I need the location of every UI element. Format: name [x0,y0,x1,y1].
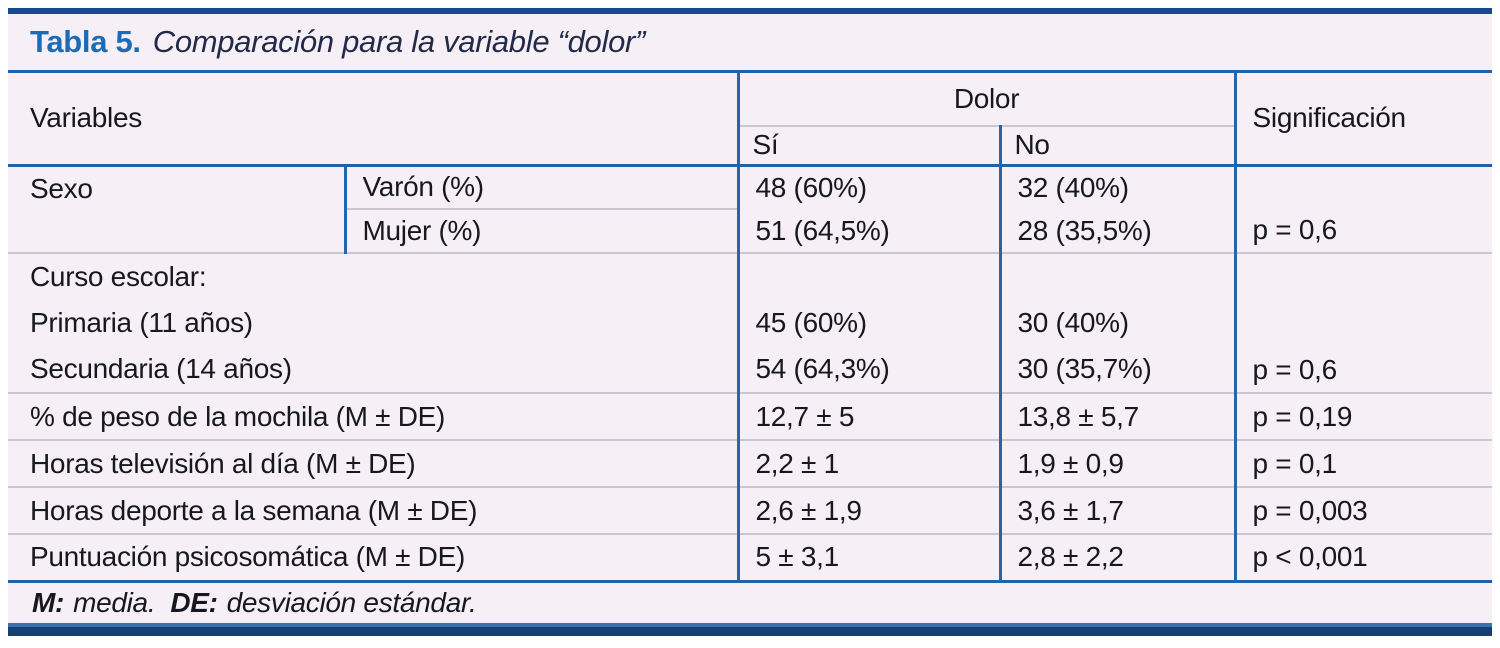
cell-mujer-no: 28 (35,5%) [998,209,1236,253]
cell-mochila-si: 12,7 ± 5 [736,392,1001,440]
table-footnote: M: media. DE: desviación estándar. [8,579,1493,623]
table-number: Tabla 5. [30,24,141,59]
curso-no-secundaria: 30 (35,7%) [1017,353,1152,384]
cell-deporte-label: Horas deporte a la semana (M ± DE) [8,486,739,534]
cell-varon-si: 48 (60%) [736,165,1001,209]
cell-deporte-si: 2,6 ± 1,9 [736,486,1001,534]
table-row-mochila: % de peso de la mochila (M ± DE) 12,7 ± … [8,392,1493,440]
cell-mochila-p: p = 0,19 [1233,392,1493,440]
footnote-de-text: desviación estándar. [226,586,477,618]
cell-sexo-p: p = 0,6 [1233,165,1493,253]
cell-television-no: 1,9 ± 0,9 [998,439,1236,487]
cell-television-label: Horas televisión al día (M ± DE) [8,439,739,487]
cell-curso-no: 30 (40%) 30 (35,7%) [998,252,1236,393]
table-caption: Tabla 5. Comparación para la variable “d… [8,14,1492,73]
table-footnote-row: M: media. DE: desviación estándar. [8,579,1493,623]
cell-television-p: p = 0,1 [1233,439,1493,487]
cell-deporte-no: 3,6 ± 1,7 [998,486,1236,534]
footnote-m-label: M: [32,586,65,618]
curso-line-header: Curso escolar: [30,261,207,292]
table-row-television: Horas televisión al día (M ± DE) 2,2 ± 1… [8,439,1493,487]
comparison-table: Variables Dolor Significación Sí No Sexo… [8,73,1493,623]
cell-varon-label: Varón (%) [343,165,739,210]
bottom-rule [8,623,1492,636]
footnote-m-text: media. [73,586,156,618]
curso-no-blank [1018,254,1230,300]
cell-curso-p: p = 0,6 [1233,252,1493,393]
col-header-no: No [998,126,1236,167]
table-row-deporte: Horas deporte a la semana (M ± DE) 2,6 ±… [8,486,1493,534]
table-row-psicosomatica: Puntuación psicosomática (M ± DE) 5 ± 3,… [8,533,1493,581]
curso-no-primaria: 30 (40%) [1017,307,1130,338]
table-row-curso: Curso escolar: Primaria (11 años) Secund… [8,252,1493,393]
curso-line-primaria: Primaria (11 años) [30,307,253,338]
col-header-dolor: Dolor [736,73,1236,127]
curso-si-secundaria: 54 (64,3%) [755,353,890,384]
header-row-top: Variables Dolor Significación [8,73,1493,167]
sexo-label-text: Sexo [30,172,93,204]
curso-si-primaria: 45 (60%) [755,307,868,338]
header-row-sub: Sí No [8,126,1492,167]
table-row-sexo-mujer: Mujer (%) 51 (64,5%) 28 (35,5%) [8,209,1492,253]
cell-psicosomatica-label: Puntuación psicosomática (M ± DE) [8,533,739,581]
cell-curso-si: 45 (60%) 54 (64,3%) [736,252,1001,393]
col-header-si: Sí [736,126,1001,167]
cell-curso-labels: Curso escolar: Primaria (11 años) Secund… [8,252,739,393]
cell-sexo-label: Sexo [8,165,345,253]
curso-line-secundaria: Secundaria (14 años) [30,353,292,384]
cell-mochila-no: 13,8 ± 5,7 [998,392,1236,440]
top-rule [8,8,1492,14]
curso-si-blank [756,254,995,300]
cell-mochila-label: % de peso de la mochila (M ± DE) [8,392,739,440]
col-header-significacion: Significación [1233,73,1493,167]
col-header-variables: Variables [8,73,739,167]
cell-psicosomatica-si: 5 ± 3,1 [736,533,1001,581]
cell-mujer-si: 51 (64,5%) [736,209,1001,253]
cell-deporte-p: p = 0,003 [1233,486,1493,534]
table-title-text: Comparación para la variable “dolor” [152,24,646,59]
cell-varon-no: 32 (40%) [998,165,1236,209]
cell-psicosomatica-no: 2,8 ± 2,2 [998,533,1236,581]
cell-psicosomatica-p: p < 0,001 [1233,533,1493,581]
footnote-de-label: DE: [170,586,218,618]
table-row-sexo-varon: Sexo Varón (%) 48 (60%) 32 (40%) p = 0,6 [8,165,1493,253]
cell-mujer-label: Mujer (%) [343,209,739,253]
cell-television-si: 2,2 ± 1 [736,439,1001,487]
table-panel: Tabla 5. Comparación para la variable “d… [8,14,1493,623]
